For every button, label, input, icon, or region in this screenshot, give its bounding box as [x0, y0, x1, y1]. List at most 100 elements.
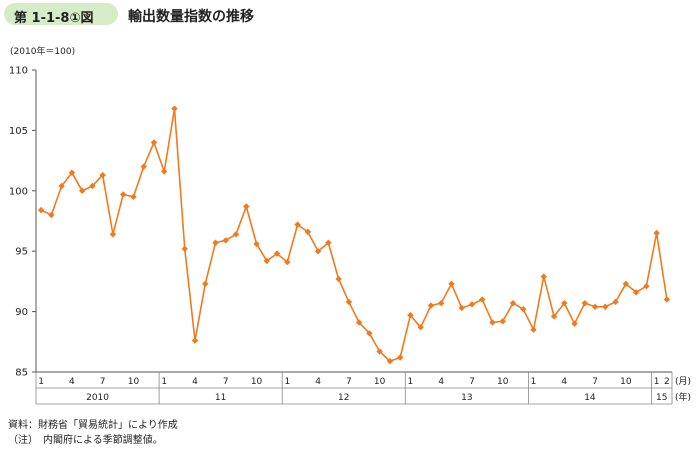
- data-point: [468, 301, 476, 308]
- data-point: [386, 357, 394, 365]
- remark-note: （注） 内閣府による季節調整値。: [8, 435, 163, 446]
- data-point: [294, 221, 301, 228]
- month-label: 10: [497, 377, 509, 387]
- data-point: [612, 298, 619, 306]
- data-point: [458, 304, 465, 312]
- month-label: 4: [315, 377, 321, 387]
- data-point: [366, 330, 373, 337]
- data-point: [304, 228, 312, 236]
- month-label: 10: [374, 377, 386, 387]
- data-point: [643, 283, 650, 290]
- data-point: [232, 231, 240, 238]
- month-label: 2: [664, 377, 670, 387]
- data-point: [78, 187, 86, 194]
- data-point: [48, 211, 55, 219]
- data-point: [222, 237, 229, 244]
- data-point: [314, 248, 322, 255]
- data-point: [161, 168, 168, 175]
- data-point: [550, 313, 558, 320]
- figure-header: 第 1-1-8①図 輸出数量指数の推移: [0, 0, 699, 30]
- data-point: [335, 275, 342, 283]
- source-note: 資料：財務省「貿易統計」により作成: [8, 420, 178, 431]
- data-point: [284, 258, 291, 266]
- y-tick-label-110: 110: [9, 66, 28, 77]
- year-label-12: 12: [338, 393, 349, 403]
- data-point: [119, 191, 127, 198]
- year-unit-label: (年): [675, 391, 691, 403]
- data-point: [571, 320, 578, 327]
- month-label: 7: [592, 377, 598, 387]
- data-point: [109, 231, 117, 238]
- data-point: [68, 169, 76, 176]
- data-point: [355, 319, 363, 326]
- data-point: [253, 240, 260, 248]
- data-point: [622, 280, 630, 288]
- data-point: [530, 326, 537, 333]
- year-label-11: 11: [215, 393, 226, 403]
- month-label: 10: [128, 377, 140, 387]
- data-point: [150, 139, 158, 146]
- data-point: [427, 302, 435, 309]
- month-label: 1: [408, 377, 414, 387]
- y-tick-label-100: 100: [9, 186, 28, 197]
- data-point: [376, 348, 383, 355]
- data-point: [663, 296, 671, 303]
- data-point: [499, 318, 506, 325]
- data-point: [58, 182, 65, 190]
- data-point: [263, 257, 271, 265]
- data-point: [212, 239, 219, 246]
- month-label: 1: [284, 377, 290, 387]
- month-label: 7: [469, 377, 475, 387]
- month-label: 1: [531, 377, 537, 387]
- data-point: [520, 305, 527, 313]
- month-label: 10: [620, 377, 632, 387]
- data-point: [540, 273, 547, 280]
- month-label: 1: [654, 377, 660, 387]
- data-point: [37, 206, 45, 214]
- data-point: [561, 299, 568, 307]
- year-label-15: 15: [656, 393, 667, 403]
- y-tick-label-90: 90: [15, 307, 28, 318]
- figure-title: 輸出数量指数の推移: [128, 9, 254, 25]
- month-label: 10: [251, 377, 263, 387]
- data-point: [489, 319, 496, 326]
- data-point: [89, 182, 96, 190]
- data-point: [396, 354, 404, 361]
- data-point: [632, 289, 640, 296]
- data-point: [509, 299, 517, 307]
- month-label: 4: [69, 377, 75, 387]
- y-tick-label-95: 95: [15, 247, 28, 258]
- data-point: [140, 163, 147, 170]
- data-point: [479, 296, 486, 303]
- data-point: [181, 245, 188, 252]
- series-line: [40, 107, 668, 362]
- data-point: [202, 280, 209, 288]
- data-point: [130, 193, 137, 201]
- month-unit-label: (月): [675, 376, 691, 387]
- data-point: [437, 299, 445, 307]
- month-label: 7: [100, 377, 106, 387]
- data-point: [191, 337, 199, 344]
- data-point: [171, 105, 178, 112]
- month-label: 1: [161, 377, 167, 387]
- data-point: [602, 303, 609, 310]
- year-label-13: 13: [461, 393, 472, 403]
- data-point: [581, 299, 589, 307]
- month-label: 7: [223, 377, 229, 387]
- year-label-2010: 2010: [86, 393, 109, 403]
- data-point: [407, 312, 414, 319]
- data-point: [99, 171, 106, 179]
- month-label: 4: [192, 377, 198, 387]
- figure-label: 第 1-1-8①図: [14, 11, 94, 26]
- year-label-14: 14: [584, 393, 596, 403]
- figure-label-badge: 第 1-1-8①図: [4, 3, 118, 26]
- month-label: 4: [561, 377, 567, 387]
- data-point: [273, 250, 281, 257]
- data-point: [325, 239, 332, 246]
- data-point: [448, 280, 455, 288]
- data-point: [591, 303, 599, 310]
- data-point: [345, 298, 353, 306]
- data-point: [417, 324, 424, 331]
- y-tick-label-105: 105: [9, 126, 28, 137]
